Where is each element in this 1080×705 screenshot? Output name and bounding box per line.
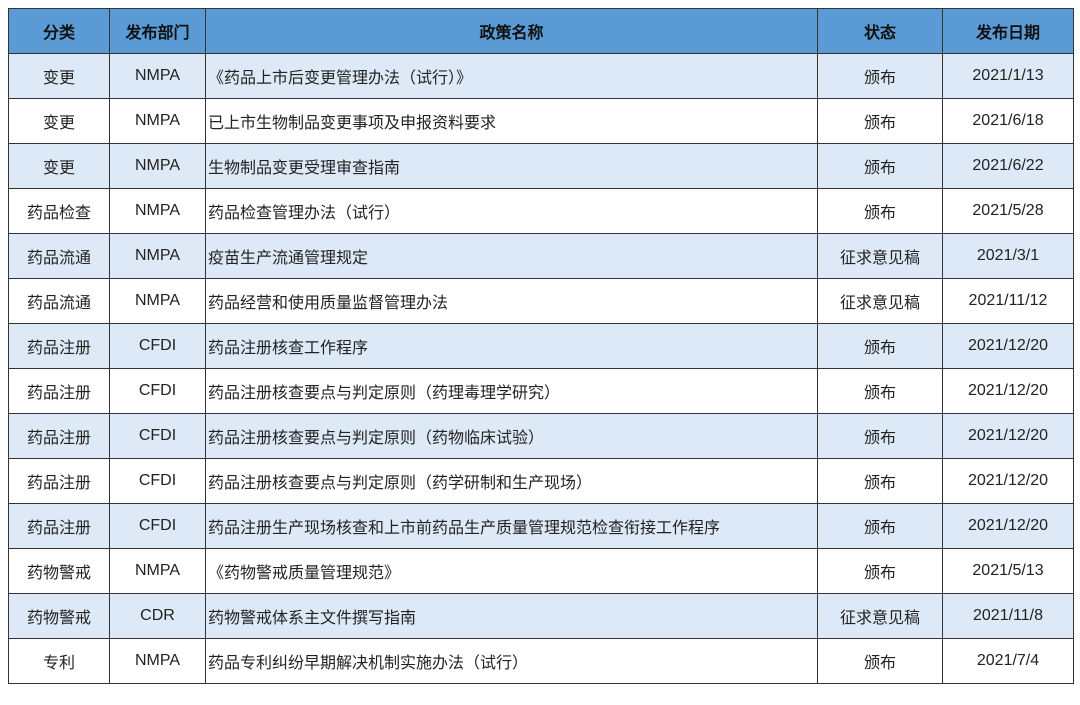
- cell-date: 2021/5/28: [942, 188, 1074, 234]
- cell-category: 变更: [8, 98, 110, 144]
- cell-status: 颁布: [817, 413, 943, 459]
- cell-date: 2021/12/20: [942, 413, 1074, 459]
- cell-policy-name: 药品注册核查要点与判定原则（药理毒理学研究）: [205, 368, 818, 414]
- cell-policy-name: 药品检查管理办法（试行）: [205, 188, 818, 234]
- cell-policy-name: 《药物警戒质量管理规范》: [205, 548, 818, 594]
- table-row: 药品注册 CFDI 药品注册生产现场核查和上市前药品生产质量管理规范检查衔接工作程序…: [8, 503, 1074, 549]
- header-status: 状态: [817, 8, 943, 54]
- cell-status: 颁布: [817, 188, 943, 234]
- cell-date: 2021/6/22: [942, 143, 1074, 189]
- cell-department: NMPA: [109, 638, 206, 684]
- table-row: 药品注册 CFDI 药品注册核查要点与判定原则（药学研制和生产现场） 颁布 2021/1…: [8, 458, 1074, 504]
- cell-date: 2021/7/4: [942, 638, 1074, 684]
- cell-category: 药物警戒: [8, 548, 110, 594]
- cell-policy-name: 生物制品变更受理审查指南: [205, 143, 818, 189]
- cell-date: 2021/12/20: [942, 323, 1074, 369]
- cell-category: 药品流通: [8, 233, 110, 279]
- cell-category: 药品注册: [8, 368, 110, 414]
- cell-date: 2021/6/18: [942, 98, 1074, 144]
- header-row: 分类 发布部门 政策名称 状态 发布日期: [8, 8, 1074, 54]
- cell-policy-name: 药品注册核查工作程序: [205, 323, 818, 369]
- cell-department: CFDI: [109, 323, 206, 369]
- table-row: 变更 NMPA 生物制品变更受理审查指南 颁布 2021/6/22: [8, 143, 1074, 189]
- table-row: 药品检查 NMPA 药品检查管理办法（试行） 颁布 2021/5/28: [8, 188, 1074, 234]
- table-row: 药品流通 NMPA 疫苗生产流通管理规定 征求意见稿 2021/3/1: [8, 233, 1074, 279]
- cell-category: 药品检查: [8, 188, 110, 234]
- cell-department: NMPA: [109, 278, 206, 324]
- table-row: 专利 NMPA 药品专利纠纷早期解决机制实施办法（试行） 颁布 2021/7/4: [8, 638, 1074, 684]
- cell-category: 专利: [8, 638, 110, 684]
- cell-status: 征求意见稿: [817, 593, 943, 639]
- table-row: 药品注册 CFDI 药品注册核查要点与判定原则（药理毒理学研究） 颁布 2021/12/…: [8, 368, 1074, 414]
- cell-policy-name: 药品注册核查要点与判定原则（药物临床试验）: [205, 413, 818, 459]
- cell-department: NMPA: [109, 53, 206, 99]
- header-date: 发布日期: [942, 8, 1074, 54]
- cell-status: 颁布: [817, 143, 943, 189]
- cell-date: 2021/11/8: [942, 593, 1074, 639]
- cell-date: 2021/12/20: [942, 368, 1074, 414]
- cell-date: 2021/12/20: [942, 503, 1074, 549]
- cell-policy-name: 药品专利纠纷早期解决机制实施办法（试行）: [205, 638, 818, 684]
- cell-department: CFDI: [109, 503, 206, 549]
- cell-department: NMPA: [109, 233, 206, 279]
- table-row: 药品流通 NMPA 药品经营和使用质量监督管理办法 征求意见稿 2021/11/12: [8, 278, 1074, 324]
- cell-category: 药品注册: [8, 458, 110, 504]
- cell-category: 药品注册: [8, 323, 110, 369]
- cell-department: NMPA: [109, 548, 206, 594]
- cell-status: 征求意见稿: [817, 233, 943, 279]
- cell-policy-name: 《药品上市后变更管理办法（试行）》: [205, 53, 818, 99]
- cell-department: NMPA: [109, 188, 206, 234]
- cell-status: 颁布: [817, 98, 943, 144]
- table-row: 变更 NMPA 《药品上市后变更管理办法（试行）》 颁布 2021/1/13: [8, 53, 1074, 99]
- cell-policy-name: 药品经营和使用质量监督管理办法: [205, 278, 818, 324]
- cell-department: NMPA: [109, 143, 206, 189]
- table-row: 药品注册 CFDI 药品注册核查工作程序 颁布 2021/12/20: [8, 323, 1074, 369]
- cell-department: NMPA: [109, 98, 206, 144]
- cell-status: 颁布: [817, 53, 943, 99]
- cell-date: 2021/12/20: [942, 458, 1074, 504]
- cell-department: CDR: [109, 593, 206, 639]
- cell-date: 2021/11/12: [942, 278, 1074, 324]
- cell-department: CFDI: [109, 458, 206, 504]
- cell-date: 2021/5/13: [942, 548, 1074, 594]
- cell-status: 颁布: [817, 548, 943, 594]
- cell-status: 颁布: [817, 503, 943, 549]
- cell-category: 变更: [8, 53, 110, 99]
- cell-department: CFDI: [109, 368, 206, 414]
- cell-policy-name: 药品注册生产现场核查和上市前药品生产质量管理规范检查衔接工作程序: [205, 503, 818, 549]
- cell-policy-name: 已上市生物制品变更事项及申报资料要求: [205, 98, 818, 144]
- header-category: 分类: [8, 8, 110, 54]
- table-row: 药品注册 CFDI 药品注册核查要点与判定原则（药物临床试验） 颁布 2021/12/2…: [8, 413, 1074, 459]
- cell-status: 颁布: [817, 368, 943, 414]
- cell-date: 2021/3/1: [942, 233, 1074, 279]
- cell-category: 药品注册: [8, 503, 110, 549]
- cell-policy-name: 疫苗生产流通管理规定: [205, 233, 818, 279]
- table-row: 变更 NMPA 已上市生物制品变更事项及申报资料要求 颁布 2021/6/18: [8, 98, 1074, 144]
- cell-status: 颁布: [817, 458, 943, 504]
- policy-table: 分类 发布部门 政策名称 状态 发布日期 变更 NMPA 《药品上市后变更管理办法（试行）》…: [8, 8, 1074, 684]
- cell-status: 颁布: [817, 638, 943, 684]
- cell-category: 药品注册: [8, 413, 110, 459]
- cell-policy-name: 药品注册核查要点与判定原则（药学研制和生产现场）: [205, 458, 818, 504]
- cell-status: 征求意见稿: [817, 278, 943, 324]
- cell-category: 药物警戒: [8, 593, 110, 639]
- cell-policy-name: 药物警戒体系主文件撰写指南: [205, 593, 818, 639]
- cell-department: CFDI: [109, 413, 206, 459]
- cell-date: 2021/1/13: [942, 53, 1074, 99]
- table-row: 药物警戒 CDR 药物警戒体系主文件撰写指南 征求意见稿 2021/11/8: [8, 593, 1074, 639]
- header-policy-name: 政策名称: [205, 8, 818, 54]
- cell-category: 药品流通: [8, 278, 110, 324]
- table-row: 药物警戒 NMPA 《药物警戒质量管理规范》 颁布 2021/5/13: [8, 548, 1074, 594]
- cell-category: 变更: [8, 143, 110, 189]
- header-department: 发布部门: [109, 8, 206, 54]
- cell-status: 颁布: [817, 323, 943, 369]
